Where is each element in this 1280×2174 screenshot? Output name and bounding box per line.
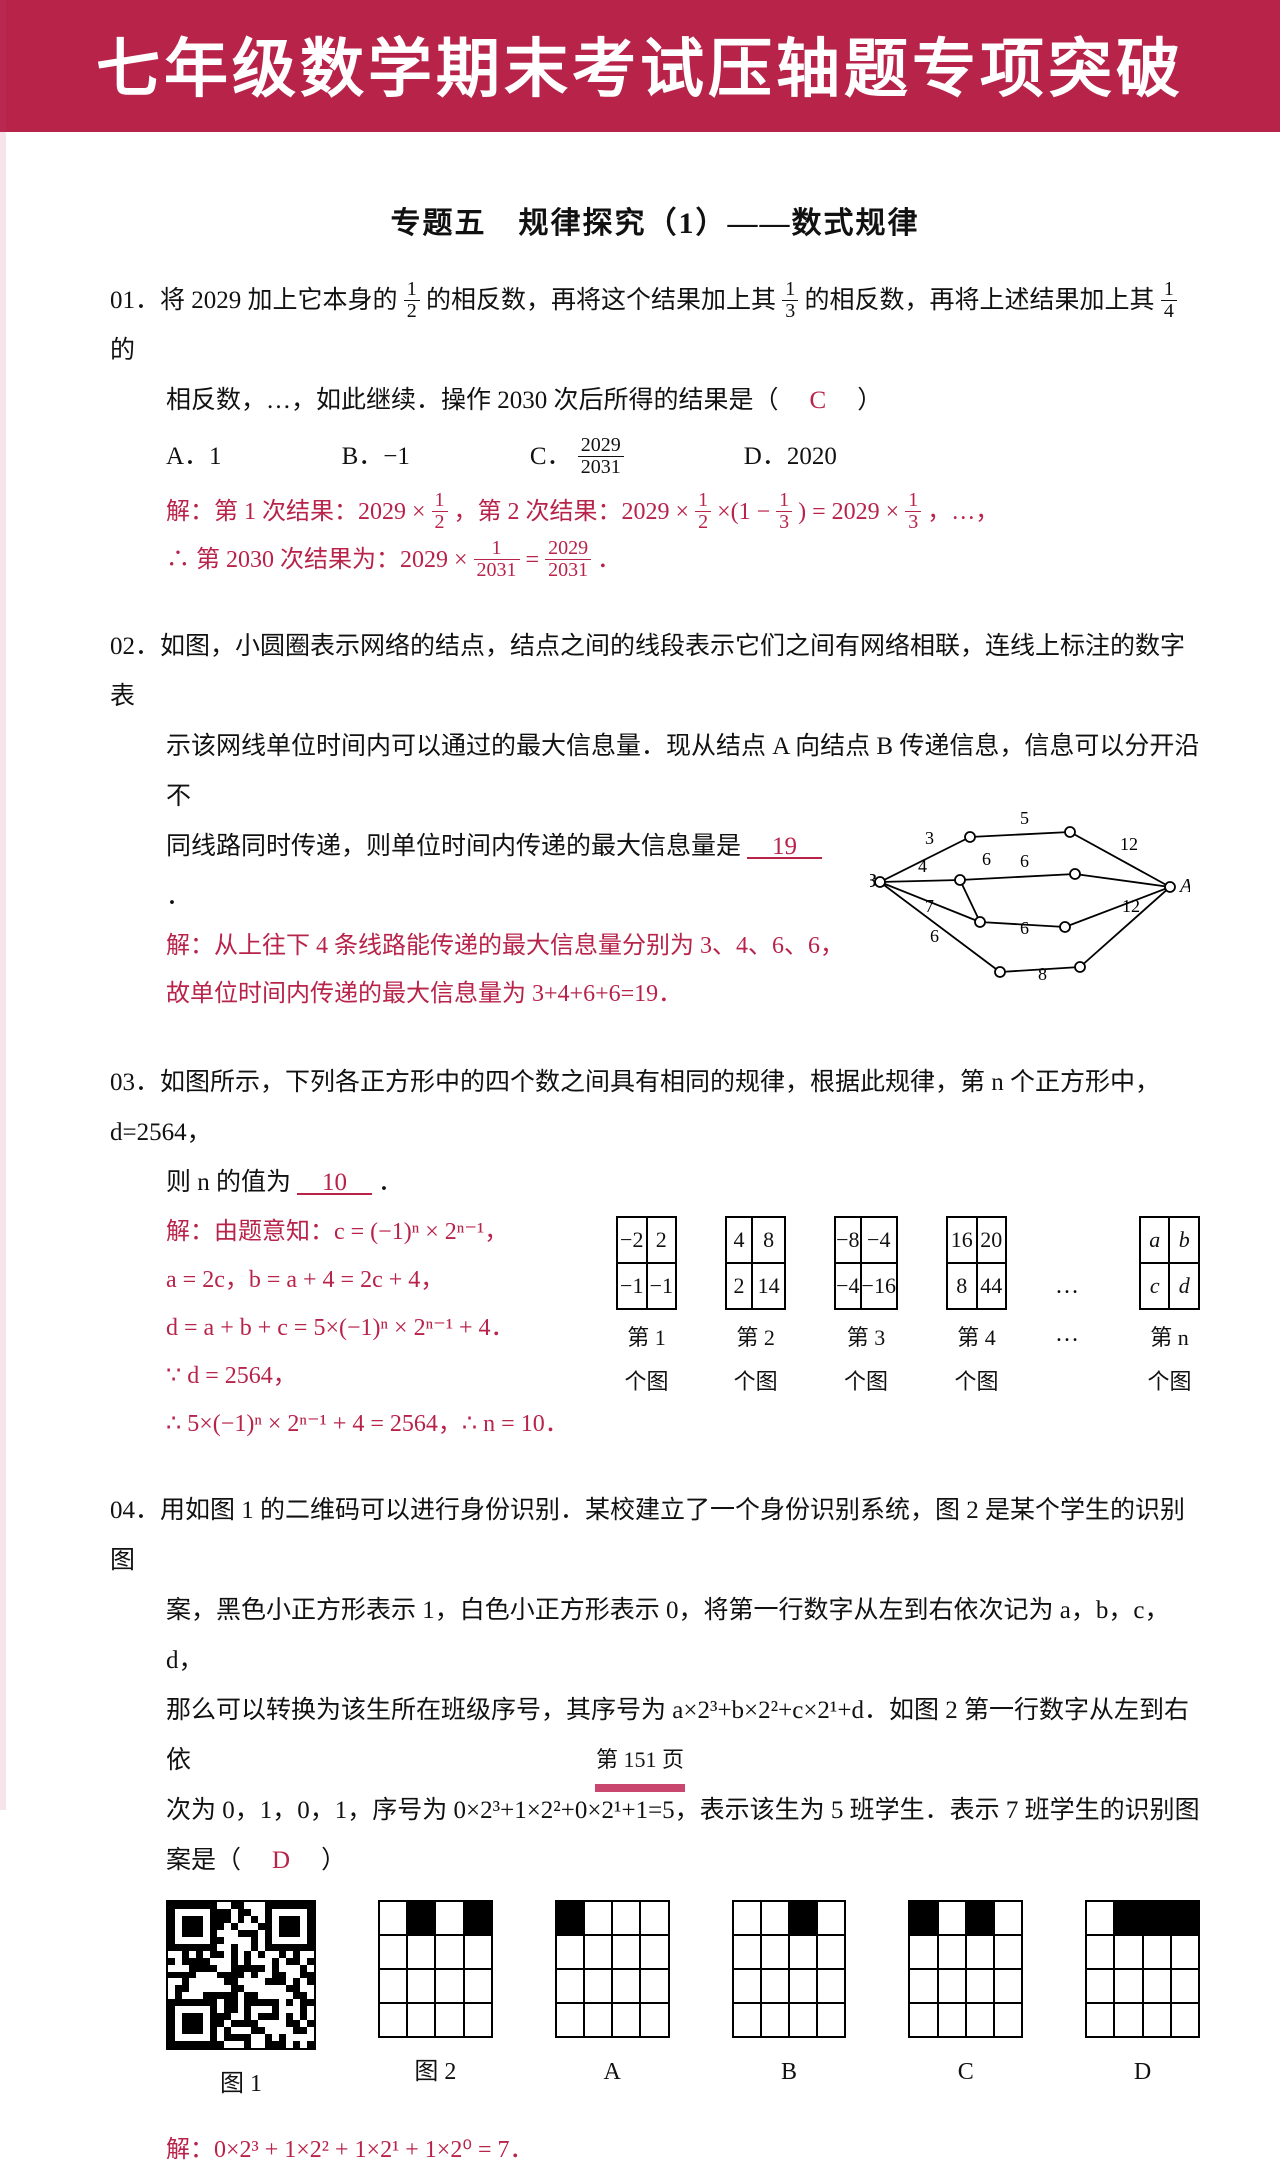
q3-blank: 10 <box>291 1169 378 1196</box>
q1-options: A．1 B．−1 C． 20292031 D．2020 <box>110 432 1200 482</box>
svg-text:6: 6 <box>930 926 939 946</box>
q4-l1: 用如图 1 的二维码可以进行身份识别．某校建立了一个身份识别系统，图 2 是某个… <box>110 1497 1185 1574</box>
q2-number: 02． <box>110 633 160 660</box>
q4-fig2: 图 2 <box>378 1900 493 2096</box>
q3-l2a: 则 n 的值为 <box>166 1169 291 1196</box>
q1-solution: 解：第 1 次结果：2029 × 12 ，第 2 次结果：2029 × 12 ×… <box>110 488 1200 584</box>
q2-l3a: 同线路同时传递，则单位时间内传递的最大信息量是 <box>166 833 741 860</box>
q1-frac-3: 14 <box>1161 279 1177 322</box>
svg-text:12: 12 <box>1120 834 1138 854</box>
q3-number: 03． <box>110 1069 160 1096</box>
question-2: 02．如图，小圆圈表示网络的结点，结点之间的线段表示它们之间有网络相联，连线上标… <box>110 622 1200 1020</box>
q4-opt-a: A <box>555 1900 670 2096</box>
svg-text:7: 7 <box>925 896 934 916</box>
q4-l4: 次为 0，1，0，1，序号为 0×2³+1×2²+0×2¹+1=5，表示该生为 … <box>166 1797 1200 1824</box>
question-4: 04．用如图 1 的二维码可以进行身份识别．某校建立了一个身份识别系统，图 2 … <box>110 1486 1200 2174</box>
q4-fig1: 图 1 <box>166 1900 316 2108</box>
q2-network-diagram: 3 4 7 6 5 6 6 8 12 12 6 B A <box>870 812 1190 1010</box>
q4-l5a: 案是（ <box>166 1847 266 1874</box>
q4-opt-c: C <box>908 1900 1023 2096</box>
q1-frac-2: 13 <box>782 279 798 322</box>
q3-solution: 解：由题意知：c = (−1)ⁿ × 2ⁿ⁻¹，a = 2c，b = a + 4… <box>166 1208 586 1448</box>
q1-text-a: 将 2029 加上它本身的 <box>160 287 398 314</box>
q2-blank: 19 <box>741 833 828 860</box>
svg-text:6: 6 <box>1020 851 1029 871</box>
svg-text:8: 8 <box>1038 964 1047 984</box>
title-banner: 七年级数学期末考试压轴题专项突破 <box>0 0 1280 138</box>
q1-text-d: 的 <box>110 337 135 364</box>
q1-opt-c: C． 20292031 <box>530 432 624 482</box>
q1-opt-b: B．−1 <box>342 432 410 482</box>
svg-text:6: 6 <box>982 849 991 869</box>
q1-frac-1: 12 <box>404 279 420 322</box>
svg-text:B: B <box>870 870 876 892</box>
q1-text-c: 的相反数，再将上述结果加上其 <box>805 287 1155 314</box>
subtitle: 专题五 规律探究（1）——数式规律 <box>110 198 1200 242</box>
q1-opt-a: A．1 <box>166 432 222 482</box>
q4-answer: D <box>266 1847 296 1874</box>
q3-grids: −22−1−1第 1 个图48214第 2 个图−8−4−4−16第 3 个图1… <box>616 1216 1200 1404</box>
q1-answer: C <box>804 387 833 414</box>
footer-bar <box>595 1784 685 1792</box>
svg-text:5: 5 <box>1020 812 1029 828</box>
qr-code-icon <box>166 1900 316 2050</box>
q1-opt-d: D．2020 <box>744 432 837 482</box>
page-footer: 第 151 页 <box>0 1742 1280 1774</box>
q4-opt-b: B <box>732 1900 847 2096</box>
q2-l1: 如图，小圆圈表示网络的结点，结点之间的线段表示它们之间有网络相联，连线上标注的数… <box>110 633 1185 710</box>
q1-text-b: 的相反数，再将这个结果加上其 <box>426 287 776 314</box>
q4-number: 04． <box>110 1497 160 1524</box>
q4-l2: 案，黑色小正方形表示 1，白色小正方形表示 0，将第一行数字从左到右依次记为 a… <box>166 1597 1169 1674</box>
q1-line2-end: ） <box>832 387 882 414</box>
q4-figures-row: 图 1 图 2 A B C D <box>110 1900 1200 2108</box>
svg-text:A: A <box>1178 875 1190 897</box>
q3-l1: 如图所示，下列各正方形中的四个数之间具有相同的规律，根据此规律，第 n 个正方形… <box>110 1069 1160 1146</box>
q4-opt-d: D <box>1085 1900 1200 2096</box>
svg-text:12: 12 <box>1122 896 1140 916</box>
svg-text:6: 6 <box>1020 918 1029 938</box>
q4-solution: 解：0×2³ + 1×2² + 1×2¹ + 1×2⁰ = 7． <box>110 2126 1200 2174</box>
question-3: 03．如图所示，下列各正方形中的四个数之间具有相同的规律，根据此规律，第 n 个… <box>110 1058 1200 1448</box>
q4-l5b: ） <box>296 1847 346 1874</box>
q3-l2b: ． <box>378 1169 403 1196</box>
q2-l2: 示该网线单位时间内可以通过的最大信息量．现从结点 A 向结点 B 传递信息，信息… <box>166 733 1199 810</box>
q2-l3b: ． <box>166 883 191 910</box>
svg-text:4: 4 <box>918 856 927 876</box>
q1-number: 01． <box>110 287 160 314</box>
q1-line2: 相反数，…，如此继续．操作 2030 次后所得的结果是（ <box>166 387 804 414</box>
question-1: 01．将 2029 加上它本身的 12 的相反数，再将这个结果加上其 13 的相… <box>110 276 1200 584</box>
page-content: 专题五 规律探究（1）——数式规律 01．将 2029 加上它本身的 12 的相… <box>0 138 1280 2174</box>
svg-text:3: 3 <box>925 828 934 848</box>
